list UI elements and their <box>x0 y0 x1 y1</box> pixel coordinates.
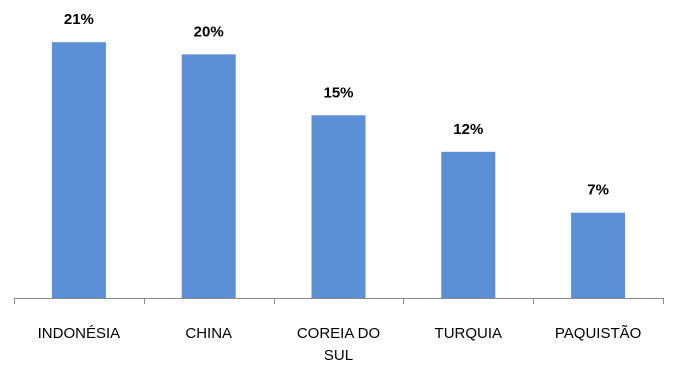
data-label-coreia-do-sul: 15% <box>323 84 353 101</box>
category-label-paquistao: PAQUISTÃO <box>555 325 641 342</box>
bar-indonesia <box>51 42 106 299</box>
data-label-paquistao: 7% <box>587 182 609 199</box>
data-label-china: 20% <box>194 23 224 40</box>
category-labels-group: INDONÉSIA CHINA COREIA DO SUL TURQUIA PAQUIST… <box>38 325 642 364</box>
data-label-indonesia: 21% <box>64 11 94 28</box>
bar-china <box>181 54 236 299</box>
data-label-turquia: 12% <box>453 121 483 138</box>
bar-coreia-do-sul <box>311 115 366 298</box>
bar-paquistao <box>571 212 626 298</box>
category-label-china: CHINA <box>185 325 232 342</box>
bar-turquia <box>441 151 496 298</box>
bars-group <box>51 42 626 299</box>
category-label-coreia-do-sul: COREIA DO SUL <box>297 325 380 364</box>
category-label-indonesia: INDONÉSIA <box>38 325 121 342</box>
data-labels-group: 21% 20% 15% 12% 7% <box>64 11 609 199</box>
x-axis <box>14 298 664 304</box>
category-label-turquia: TURQUIA <box>435 325 503 342</box>
